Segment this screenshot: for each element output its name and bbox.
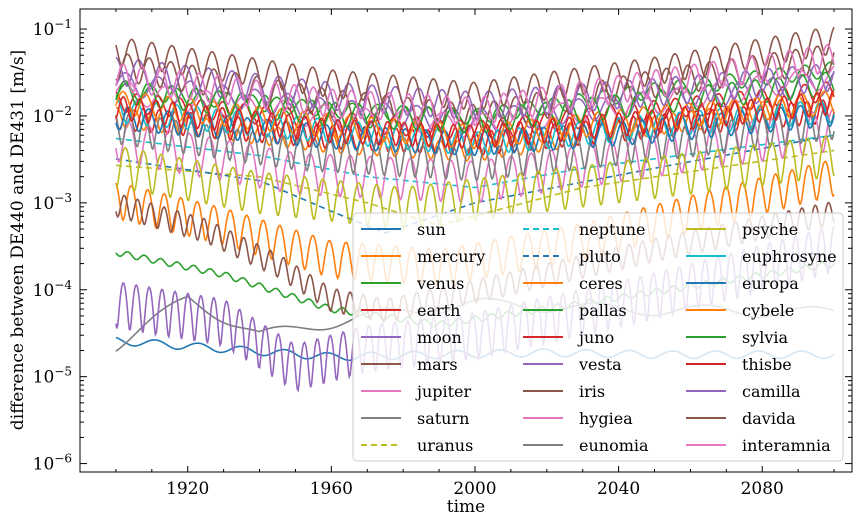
ticks: 1920 1960 2000 2040 2080 10−6 10−5 10−4 10−3 10−2… <box>33 9 852 499</box>
legend-entry-davida: davida <box>686 409 796 428</box>
legend-label: venus <box>416 274 464 293</box>
legend-entry-euphrosyne: euphrosyne <box>686 247 837 266</box>
legend-label: interamnia <box>742 436 831 455</box>
legend-entry-hygiea: hygiea <box>523 409 633 428</box>
series-line-davida <box>115 26 835 110</box>
legend-label: neptune <box>579 220 646 239</box>
series-line-interamnia <box>115 44 835 127</box>
legend-entry-interamnia: interamnia <box>686 436 831 455</box>
x-axis-label: time <box>447 497 485 517</box>
legend-label: davida <box>742 409 796 428</box>
legend-label: pluto <box>579 247 621 266</box>
legend-label: mars <box>417 355 458 374</box>
legend-label: thisbe <box>742 355 792 374</box>
legend-label: europa <box>742 274 799 293</box>
legend-entry-pallas: pallas <box>523 301 627 320</box>
y-axis-label: difference between DE440 and DE431 [m/s] <box>8 50 28 430</box>
legend-label: camilla <box>742 382 801 401</box>
legend-entry-moon: moon <box>361 328 462 347</box>
legend-entry-thisbe: thisbe <box>686 355 792 374</box>
legend-entry-saturn: saturn <box>361 409 469 428</box>
series-line-pluto <box>115 134 835 234</box>
legend-entry-sylvia: sylvia <box>686 328 789 347</box>
legend-entry-vesta: vesta <box>523 355 622 374</box>
legend-entry-ceres: ceres <box>523 274 623 293</box>
legend-entry-jupiter: jupiter <box>361 382 472 401</box>
legend-label: sylvia <box>742 328 789 347</box>
series-line-mars <box>115 45 835 132</box>
legend-entry-camilla: camilla <box>686 382 801 401</box>
x-tick-label: 1920 <box>166 479 209 499</box>
legend-label: sun <box>417 220 446 239</box>
legend-label: iris <box>579 382 605 401</box>
legend-entry-pluto: pluto <box>523 247 621 266</box>
legend-label: hygiea <box>579 409 633 428</box>
x-tick-label: 2080 <box>741 479 784 499</box>
series-line-neptune <box>115 134 835 189</box>
legend-entry-earth: earth <box>361 301 460 320</box>
y-tick-label: 10−1 <box>33 17 72 40</box>
y-tick-label: 10−3 <box>33 191 72 214</box>
legend-entry-uranus: uranus <box>361 436 473 455</box>
legend-entry-cybele: cybele <box>686 301 794 320</box>
legend-entry-neptune: neptune <box>523 220 646 239</box>
legend-entry-europa: europa <box>686 274 799 293</box>
series-line-camilla <box>115 56 835 121</box>
legend-label: juno <box>577 328 614 347</box>
legend-entry-iris: iris <box>523 382 605 401</box>
legend-label: mercury <box>417 247 485 266</box>
legend-label: uranus <box>417 436 473 455</box>
legend-label: vesta <box>578 355 622 374</box>
x-tick-label: 2000 <box>453 479 496 499</box>
legend-box <box>352 212 844 462</box>
legend-entry-psyche: psyche <box>686 220 798 239</box>
legend-entry-sun: sun <box>361 220 446 239</box>
x-tick-label: 2040 <box>597 479 640 499</box>
y-tick-label: 10−6 <box>33 452 72 475</box>
legend-label: cybele <box>742 301 794 320</box>
legend-entry-eunomia: eunomia <box>523 436 649 455</box>
legend-label: pallas <box>579 301 627 320</box>
y-tick-label: 10−2 <box>33 104 72 127</box>
series-line-europa <box>115 103 835 157</box>
y-tick-label: 10−5 <box>33 365 72 388</box>
legend: sun mercury venus earth moon mars jupiter satur… <box>352 212 844 462</box>
legend-label: euphrosyne <box>742 247 837 266</box>
legend-entry-mars: mars <box>361 355 458 374</box>
plot-frame <box>79 8 853 473</box>
legend-label: eunomia <box>579 436 649 455</box>
legend-entry-mercury: mercury <box>361 247 485 266</box>
series-line-thisbe <box>115 90 835 150</box>
legend-entry-venus: venus <box>361 274 464 293</box>
legend-label: earth <box>417 301 460 320</box>
y-tick-label: 10−4 <box>33 278 73 301</box>
legend-label: ceres <box>579 274 623 293</box>
legend-label: moon <box>417 328 462 347</box>
legend-label: jupiter <box>415 382 472 401</box>
series-line-eunomia <box>115 107 835 183</box>
legend-label: saturn <box>417 409 469 428</box>
x-tick-label: 1960 <box>310 479 353 499</box>
legend-label: psyche <box>742 220 798 239</box>
legend-entry-juno: juno <box>523 328 614 347</box>
